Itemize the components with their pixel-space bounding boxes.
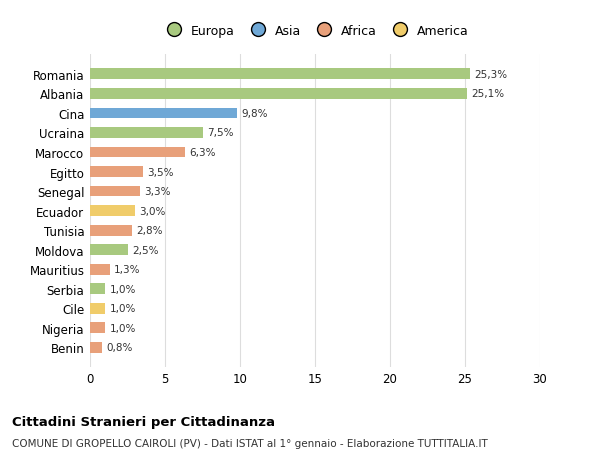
Bar (90, 342, 102, 353)
Text: 25,3%: 25,3% (474, 70, 507, 79)
Text: 6,3%: 6,3% (189, 148, 215, 157)
Bar (90, 323, 105, 334)
Text: Cittadini Stranieri per Cittadinanza: Cittadini Stranieri per Cittadinanza (12, 415, 275, 428)
Text: 3,0%: 3,0% (139, 206, 166, 216)
Text: 2,5%: 2,5% (132, 245, 158, 255)
Bar (90, 128, 203, 139)
Text: 2,8%: 2,8% (137, 226, 163, 235)
Text: 9,8%: 9,8% (242, 109, 268, 118)
Bar (90, 264, 110, 275)
Text: 1,0%: 1,0% (110, 323, 136, 333)
Legend: Europa, Asia, Africa, America: Europa, Asia, Africa, America (157, 21, 473, 41)
Bar (90, 167, 143, 178)
Text: 1,0%: 1,0% (110, 284, 136, 294)
Bar (90, 147, 185, 158)
Text: 1,3%: 1,3% (114, 265, 140, 274)
Bar (90, 303, 105, 314)
Bar (90, 245, 128, 256)
Bar (90, 206, 135, 217)
Bar (90, 69, 470, 80)
Text: 7,5%: 7,5% (207, 128, 233, 138)
Text: 3,3%: 3,3% (144, 187, 170, 196)
Text: 0,8%: 0,8% (107, 343, 133, 353)
Text: COMUNE DI GROPELLO CAIROLI (PV) - Dati ISTAT al 1° gennaio - Elaborazione TUTTIT: COMUNE DI GROPELLO CAIROLI (PV) - Dati I… (12, 438, 488, 448)
Text: 3,5%: 3,5% (147, 167, 173, 177)
Bar (90, 89, 467, 100)
Bar (90, 284, 105, 295)
Text: 1,0%: 1,0% (110, 304, 136, 313)
Bar (90, 225, 132, 236)
Bar (90, 186, 139, 197)
Bar (90, 108, 237, 119)
Text: 25,1%: 25,1% (471, 89, 504, 99)
